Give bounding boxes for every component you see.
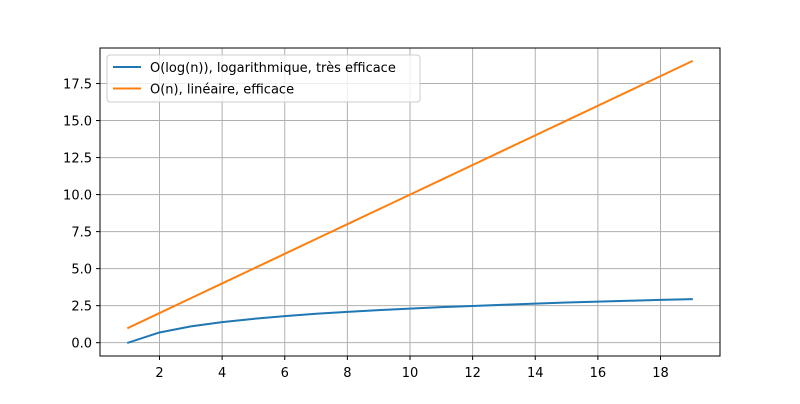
y-tick-label: 7.5 — [71, 226, 92, 241]
x-tick-label: 4 — [218, 366, 226, 381]
y-tick-label: 2.5 — [71, 300, 92, 315]
y-tick-label: 5.0 — [71, 263, 92, 278]
legend: O(log(n)), logarithmique, très efficace O… — [106, 54, 421, 103]
x-tick-label: 8 — [343, 366, 351, 381]
legend-label-1: O(n), linéaire, efficace — [150, 83, 294, 98]
legend-label-0: O(log(n)), logarithmique, très efficace — [150, 61, 396, 76]
x-tick-label: 16 — [590, 366, 607, 381]
x-tick-label: 18 — [652, 366, 669, 381]
y-axis: 0.0 2.5 5.0 7.5 10.0 12.5 15.0 17.5 — [63, 78, 100, 352]
y-tick-label: 10.0 — [63, 189, 92, 204]
x-tick-label: 2 — [155, 366, 163, 381]
x-tick-label: 6 — [281, 366, 289, 381]
x-tick-label: 14 — [527, 366, 544, 381]
series-lines — [126, 59, 694, 344]
y-tick-label: 17.5 — [63, 78, 92, 93]
y-tick-label: 12.5 — [63, 152, 92, 167]
y-tick-label: 0.0 — [71, 337, 92, 352]
x-tick-label: 10 — [402, 366, 419, 381]
x-axis: 2 4 6 8 10 12 14 16 18 — [155, 356, 669, 381]
series-line-0 — [126, 298, 693, 344]
legend-box — [106, 54, 421, 103]
x-tick-label: 12 — [464, 366, 481, 381]
y-tick-label: 15.0 — [63, 115, 92, 130]
series-line-1 — [126, 59, 694, 330]
